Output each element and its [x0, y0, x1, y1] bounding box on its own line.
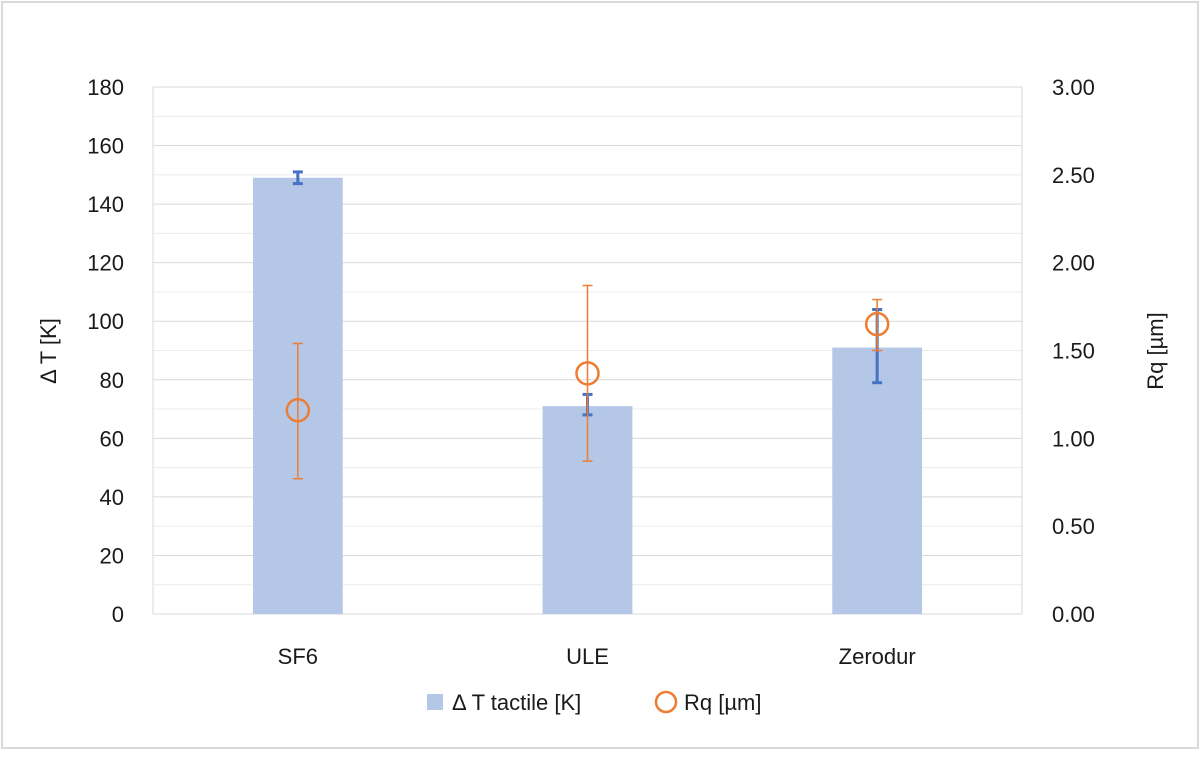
y-right-tick-label: 0.00 [1052, 602, 1095, 627]
bar-layer [252, 177, 923, 614]
y-right-tick-label: 2.00 [1052, 251, 1095, 276]
y-left-tick-label: 40 [100, 485, 124, 510]
bar [832, 347, 923, 614]
data-point [864, 311, 890, 337]
y-right-tick-label: 1.00 [1052, 426, 1095, 451]
y-left-tick-label: 100 [87, 309, 124, 334]
data-point [285, 397, 311, 423]
y-left-tick-label: 0 [112, 602, 124, 627]
legend: Δ T tactile [K] Rq [µm] [427, 690, 761, 715]
y-right-axis-title: Rq [µm] [1143, 312, 1168, 389]
y-right-tick-label: 1.50 [1052, 339, 1095, 364]
y-right-tick-label: 2.50 [1052, 163, 1095, 188]
point-layer [285, 311, 890, 423]
axis-layer: 0 20 40 60 80 100 120 140 160 180 0.00 0.50 1.00 1.50… [36, 75, 1168, 669]
legend-label-point: Rq [µm] [684, 690, 761, 715]
error-bar-layer [292, 170, 883, 480]
y-left-tick-label: 80 [100, 368, 124, 393]
y-right-tick-label: 3.00 [1052, 75, 1095, 100]
legend-label-bar: Δ T tactile [K] [452, 690, 581, 715]
y-left-tick-label: 140 [87, 192, 124, 217]
x-category-label: ULE [566, 644, 609, 669]
y-left-tick-label: 60 [100, 426, 124, 451]
data-point [575, 361, 600, 386]
x-category-label: SF6 [278, 644, 318, 669]
y-left-tick-label: 20 [100, 543, 124, 568]
legend-swatch-bar [427, 694, 443, 710]
y-right-tick-label: 0.50 [1052, 514, 1095, 539]
y-left-tick-label: 160 [87, 134, 124, 159]
y-left-tick-label: 180 [87, 75, 124, 100]
y-left-tick-label: 120 [87, 251, 124, 276]
y-left-axis-title: Δ T [K] [36, 318, 61, 384]
x-category-label: Zerodur [839, 644, 916, 669]
legend-swatch-point [654, 690, 678, 714]
